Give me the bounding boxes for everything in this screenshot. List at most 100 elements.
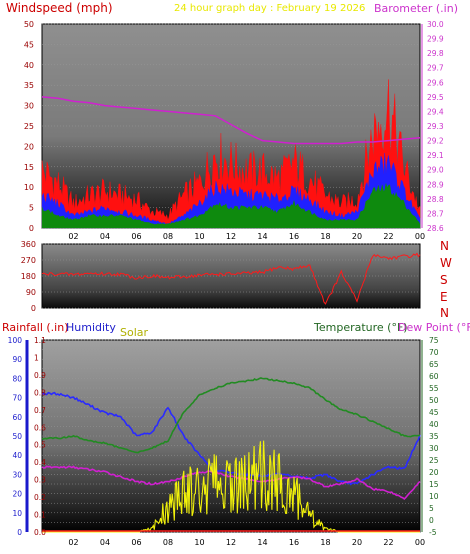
rain-y-tick-label: 0.6: [34, 423, 46, 432]
wind-low-series: [41, 183, 421, 229]
barometer-y-tick-label: 28.6: [427, 224, 444, 233]
wind-x-tick-label: 02: [68, 232, 78, 241]
temp-y-tick-label: 45: [429, 408, 439, 417]
windspeed-label: Windspeed (mph): [6, 1, 113, 15]
temp-x-tick-label: 00: [415, 538, 425, 547]
temp-y-tick-label: 0: [429, 516, 434, 525]
solar-series: [42, 440, 420, 533]
barometer-y-tick-label: 29.1: [427, 151, 444, 160]
temp-x-tick-label: 16: [289, 538, 299, 547]
rain-y-tick-label: 0.9: [34, 371, 46, 380]
wind-x-tick-label: 14: [257, 232, 267, 241]
wind-x-tick-label: 16: [289, 232, 299, 241]
barometer-y-tick-label: 29.2: [427, 137, 444, 146]
direction-y-tick-label: 270: [21, 256, 36, 265]
barometer-y-tick-label: 29.3: [427, 122, 444, 131]
temp-y-tick-label: 65: [429, 360, 439, 369]
wind-avg-series: [41, 152, 421, 229]
barometer-y-tick-label: 29.4: [427, 107, 444, 116]
barometer-y-tick-label: 28.9: [427, 180, 444, 189]
barometer-y-tick-label: 29.7: [427, 64, 444, 73]
rain-y-tick-label: 1: [34, 353, 39, 362]
rain-y-tick-label: 0.2: [34, 493, 46, 502]
direction-y-tick-label: 0: [31, 304, 36, 313]
direction-label-e: E: [440, 290, 448, 304]
temp-x-tick-label: 12: [226, 538, 236, 547]
solar-label: Solar: [120, 326, 149, 339]
wind-direction-series: [41, 252, 421, 305]
barometer-y-tick-label: 29.5: [427, 93, 444, 102]
wind-x-tick-label: 18: [320, 232, 330, 241]
wind-y-tick-label: 20: [24, 142, 34, 151]
temp-y-tick-label: 50: [429, 396, 439, 405]
humidity-y-tick-label: 70: [12, 394, 22, 403]
humidity-y-tick-label: 100: [8, 336, 23, 345]
temp-y-tick-label: 35: [429, 432, 439, 441]
temp-y-tick-label: 10: [429, 492, 439, 501]
humidity-y-tick-label: 50: [12, 432, 22, 441]
temp-y-tick-label: 30: [429, 444, 439, 453]
barometer-y-tick-label: 29.9: [427, 35, 444, 44]
dew-point-label: Dew Point (°F): [398, 321, 470, 334]
humidity-y-tick-label: 90: [12, 355, 22, 364]
humidity-y-tick-label: 30: [12, 470, 22, 479]
dew-point-series: [41, 465, 421, 500]
humidity-label: Humidity: [66, 321, 116, 334]
wind-x-tick-label: 10: [194, 232, 204, 241]
barometer-y-tick-label: 29.6: [427, 78, 444, 87]
rain-y-tick-label: 0.0: [34, 528, 46, 537]
rainfall-label: Rainfall (.in): [2, 321, 69, 334]
humidity-y-tick-label: 0: [17, 528, 22, 537]
rain-y-tick-label: 0.1: [34, 511, 46, 520]
temp-y-tick-label: 20: [429, 468, 439, 477]
wind-y-tick-label: 10: [24, 183, 34, 192]
barometer-y-tick-label: 30.0: [427, 20, 444, 29]
temp-x-tick-label: 18: [320, 538, 330, 547]
rain-y-tick-label: 0.7: [34, 406, 46, 415]
temp-x-tick-label: 20: [352, 538, 362, 547]
temp-x-tick-label: 02: [68, 538, 78, 547]
humidity-y-tick-label: 10: [12, 509, 22, 518]
temp-x-tick-label: 08: [163, 538, 173, 547]
direction-y-tick-label: 360: [21, 240, 36, 249]
direction-label-n-top: N: [440, 239, 449, 253]
temp-y-tick-label: 70: [429, 348, 439, 357]
wind-y-tick-label: 5: [29, 204, 34, 213]
barometer-label: Barometer (.in): [374, 2, 458, 15]
barometer-y-tick-label: 28.7: [427, 209, 444, 218]
direction-y-tick-label: 180: [21, 272, 36, 281]
temperature-series: [41, 377, 421, 454]
rain-y-tick-label: 0.8: [34, 388, 46, 397]
temperature-label: Temperature (°F): [313, 321, 408, 334]
temp-y-tick-label: -5: [429, 528, 437, 537]
temp-x-tick-label: 22: [383, 538, 393, 547]
wind-x-tick-label: 06: [131, 232, 141, 241]
direction-label-w: W: [440, 256, 452, 270]
wind-y-tick-label: 30: [24, 102, 34, 111]
temp-y-tick-label: 25: [429, 456, 439, 465]
wind-x-tick-label: 00: [415, 232, 425, 241]
wind-y-tick-label: 35: [24, 81, 34, 90]
chart-title: 24 hour graph day : February 19 2026: [174, 3, 365, 14]
temp-x-tick-label: 04: [100, 538, 110, 547]
temp-y-tick-label: 40: [429, 420, 439, 429]
wind-y-tick-label: 50: [24, 20, 34, 29]
wind-y-tick-label: 0: [29, 224, 34, 233]
rain-y-tick-label: 0.5: [34, 441, 46, 450]
barometer-series: [41, 96, 421, 145]
humidity-y-tick-label: 20: [12, 490, 22, 499]
temp-y-tick-label: 75: [429, 336, 439, 345]
temp-y-tick-label: 5: [429, 504, 434, 513]
wind-y-tick-label: 45: [24, 40, 34, 49]
wind-x-tick-label: 08: [163, 232, 173, 241]
humidity-y-tick-label: 60: [12, 413, 22, 422]
direction-label-s: S: [440, 273, 448, 287]
direction-y-tick-label: 90: [26, 288, 36, 297]
temp-y-tick-label: 55: [429, 384, 439, 393]
rain-y-tick-label: 0.3: [34, 476, 46, 485]
wind-x-tick-label: 22: [383, 232, 393, 241]
temp-x-tick-label: 14: [257, 538, 267, 547]
barometer-y-tick-label: 29.8: [427, 49, 444, 58]
temp-x-tick-label: 06: [131, 538, 141, 547]
